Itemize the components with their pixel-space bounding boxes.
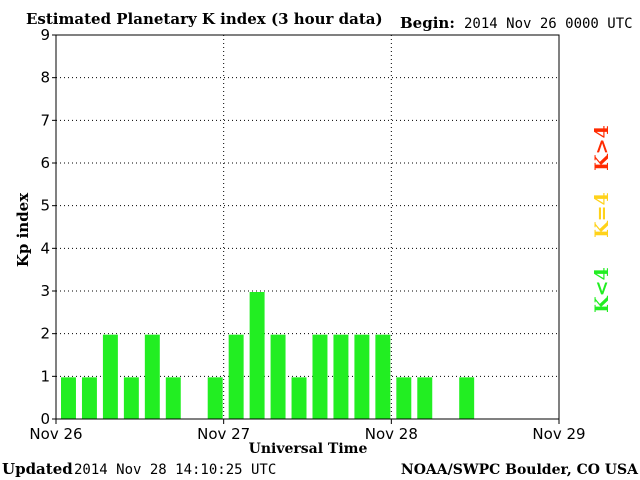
y-tick-label: 9 [40, 26, 50, 44]
kp-bar [228, 334, 244, 419]
y-axis-label: Kp index [14, 192, 32, 267]
legend-k-equal-4: K=4 [591, 192, 613, 238]
y-tick-label: 2 [40, 325, 50, 343]
kp-bar [123, 377, 139, 419]
kp-bar [81, 377, 97, 419]
kp-bar [312, 334, 328, 419]
x-tick-label: Nov 28 [365, 425, 418, 443]
y-tick-label: 4 [40, 239, 50, 257]
bar-series [61, 292, 475, 419]
kp-bar [207, 377, 223, 419]
y-tick-label: 6 [40, 154, 50, 172]
kp-bar [354, 334, 370, 419]
legend-k-below-4: K<4 [591, 267, 613, 313]
kp-bar [61, 377, 76, 419]
y-tick-label: 0 [40, 410, 50, 428]
y-tick-label: 3 [40, 282, 50, 300]
y-tick-label: 8 [40, 69, 50, 87]
kp-bar [459, 377, 475, 419]
kp-bar [375, 334, 391, 419]
kp-bar [165, 377, 181, 419]
source-credit: NOAA/SWPC Boulder, CO USA [401, 462, 639, 478]
x-tick-label: Nov 29 [532, 425, 585, 443]
kp-bar [249, 292, 265, 419]
kp-bar [291, 377, 307, 419]
updated-label: Updated [2, 460, 73, 478]
kp-bar [144, 334, 160, 419]
updated-value: 2014 Nov 28 14:10:25 UTC [74, 462, 276, 478]
chart-title: Estimated Planetary K index (3 hour data… [26, 10, 383, 28]
grid [56, 35, 559, 419]
y-tick-label: 7 [40, 111, 50, 129]
x-tick-label: Nov 27 [197, 425, 250, 443]
y-tick-labels: 0 1 2 3 4 5 6 7 8 9 [40, 26, 56, 428]
legend-k-above-4: K>4 [591, 125, 613, 171]
x-tick-label: Nov 26 [29, 425, 82, 443]
kp-bar [396, 377, 412, 419]
y-tick-label: 1 [40, 367, 50, 385]
x-tick-labels: Nov 26 Nov 27 Nov 28 Nov 29 [29, 419, 586, 443]
kp-bar [102, 334, 118, 419]
begin-label: Begin: [400, 14, 455, 32]
x-axis-label: Universal Time [249, 441, 368, 457]
kp-bar [333, 334, 349, 419]
y-tick-label: 5 [40, 197, 50, 215]
plot-frame [55, 34, 560, 420]
kp-bar [417, 377, 433, 419]
begin-value: 2014 Nov 26 0000 UTC [464, 16, 633, 32]
kp-bar [270, 334, 286, 419]
